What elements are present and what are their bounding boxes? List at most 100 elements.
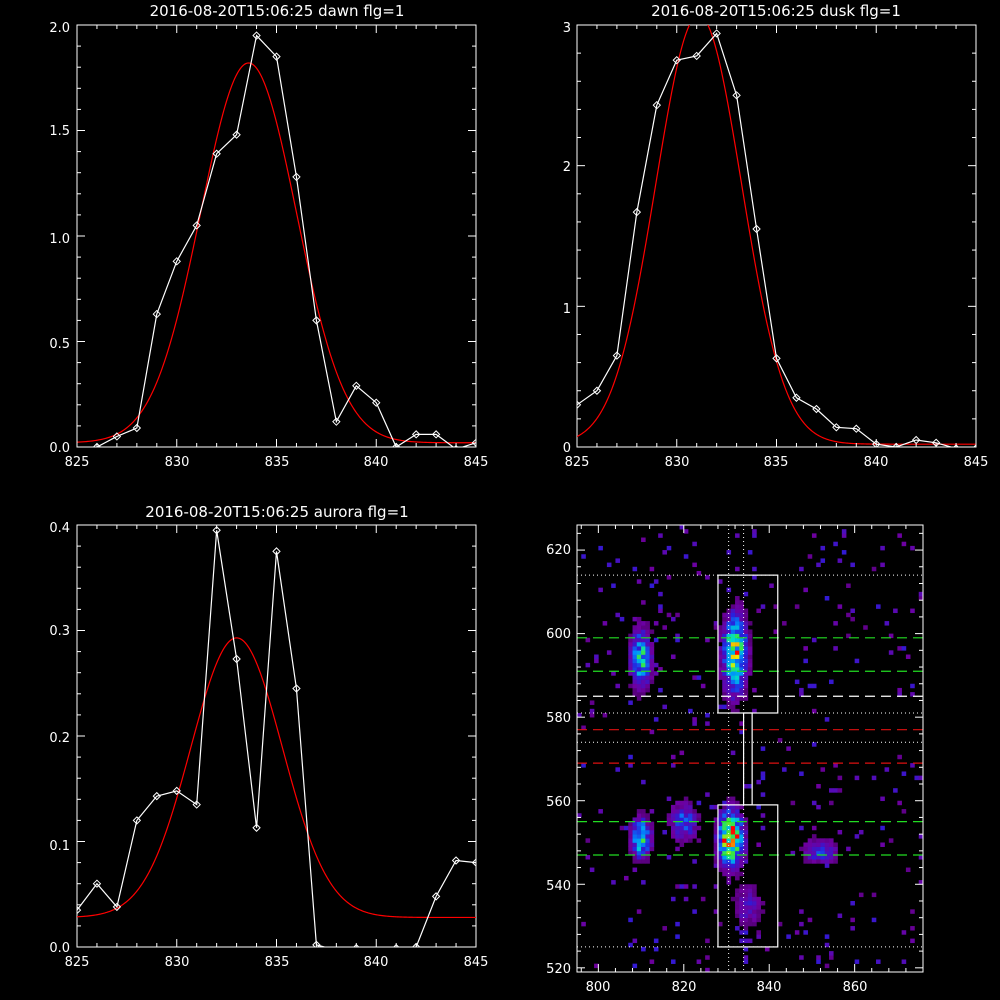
heatmap-cell [752, 909, 757, 914]
heatmap-cell [636, 667, 642, 672]
data-point [431, 892, 441, 901]
heatmap-cell [747, 671, 753, 676]
heatmap-cell [735, 650, 740, 655]
heatmap-cell [628, 683, 633, 689]
heatmap-cell [636, 646, 642, 651]
heatmap-cell [730, 658, 736, 664]
heatmap-cell [692, 817, 697, 822]
heatmap-cell [735, 675, 740, 680]
heatmap-cell [824, 846, 830, 852]
heatmap-cell [632, 629, 638, 634]
heatmap-cell [807, 859, 813, 864]
heatmap-cell [743, 913, 749, 918]
heatmap-cell [739, 641, 744, 647]
heatmap-cell [717, 654, 723, 659]
heatmap-cell [679, 825, 685, 831]
heatmap-cell [645, 637, 650, 643]
heatmap-cell [645, 650, 650, 655]
x-tick-label: 840 [364, 455, 389, 470]
heatmap-cell [688, 800, 693, 806]
heatmap-cell [735, 800, 740, 806]
heatmap-cell [730, 608, 736, 614]
heatmap-cell [692, 829, 697, 835]
heatmap-cell [649, 842, 655, 847]
heatmap-cell [816, 804, 821, 810]
heatmap-cell [829, 788, 834, 793]
heatmap-cell [880, 842, 885, 847]
panel-dusk-title: 2016-08-20T15:06:25 dusk flg=1 [651, 2, 901, 20]
heatmap-cell [901, 930, 907, 935]
heatmap-cell [615, 683, 621, 689]
heatmap-cell [717, 921, 723, 927]
heatmap-cell [581, 725, 586, 730]
heatmap-cell [829, 859, 834, 864]
heatmap-cell [658, 591, 663, 597]
heatmap-cell [901, 646, 907, 651]
data-line [577, 32, 954, 447]
heatmap-cell [722, 654, 727, 659]
heatmap-cell [628, 754, 633, 760]
heatmap-cell [628, 846, 633, 852]
heatmap-cell [683, 884, 689, 889]
heatmap-cell [730, 809, 736, 814]
heatmap-tick-marks [577, 525, 924, 972]
heatmap-cell [794, 930, 800, 935]
heatmap-cell [585, 855, 591, 860]
y-tick-label: 0.0 [49, 441, 70, 456]
heatmap-cells [577, 525, 924, 973]
heatmap-cell [747, 921, 753, 927]
heatmap-cell [717, 821, 723, 827]
heatmap-cell [756, 909, 761, 914]
panel-dusk-xticks: 825 830 835 840 845 [565, 455, 989, 470]
heatmap-cell [739, 888, 744, 893]
heatmap-cell [730, 612, 736, 618]
heatmap-cell [824, 863, 830, 868]
heatmap-cell [628, 834, 633, 839]
heatmap-cell [752, 575, 757, 580]
heatmap-cell [829, 951, 834, 956]
x-tick-label: 845 [464, 455, 489, 470]
heatmap-cell [739, 675, 744, 680]
heatmap-cell [641, 842, 646, 847]
heatmap-cell [726, 875, 732, 881]
heatmap-cell [897, 687, 902, 693]
heatmap-cell [722, 637, 727, 643]
heatmap-cell [649, 729, 655, 735]
heatmap-cell [739, 913, 744, 918]
panel-aurora-plot [76, 524, 477, 948]
heatmap-cell [739, 838, 744, 843]
heatmap-cell [666, 545, 672, 551]
heatmap-cell [713, 855, 719, 860]
heatmap-cell [760, 746, 766, 751]
heatmap-cell [730, 838, 736, 843]
heatmap-cell [675, 825, 680, 831]
heatmap-cell [692, 813, 697, 818]
heatmap-cell [632, 687, 638, 693]
heatmap-cell [777, 921, 783, 927]
heatmap-cell [641, 658, 646, 664]
x-tick-label: 830 [665, 455, 690, 470]
heatmap-cell [833, 850, 838, 856]
heatmap-cell [632, 671, 638, 676]
heatmap-cell [829, 850, 834, 856]
heatmap-cell [577, 712, 582, 718]
heatmap-cell [730, 641, 736, 647]
heatmap-cell [641, 859, 646, 864]
data-point [212, 526, 221, 535]
heatmap-cell [709, 804, 714, 810]
heatmap-cell [653, 579, 659, 584]
heatmap-cell [649, 671, 655, 676]
heatmap-cell [675, 612, 680, 618]
heatmap-cell [816, 846, 821, 852]
heatmap-cell [811, 683, 817, 689]
heatmap-cell [722, 704, 727, 710]
heatmap-cell [641, 813, 646, 818]
heatmap-cell [722, 855, 727, 860]
heatmap-cell [854, 775, 860, 781]
heatmap-cell [730, 675, 736, 680]
heatmap-cell [705, 955, 710, 960]
heatmap-cell [675, 817, 680, 822]
heatmap-cell [743, 838, 749, 843]
x-tick-label: 860 [843, 980, 868, 995]
heatmap-cell [649, 646, 655, 651]
